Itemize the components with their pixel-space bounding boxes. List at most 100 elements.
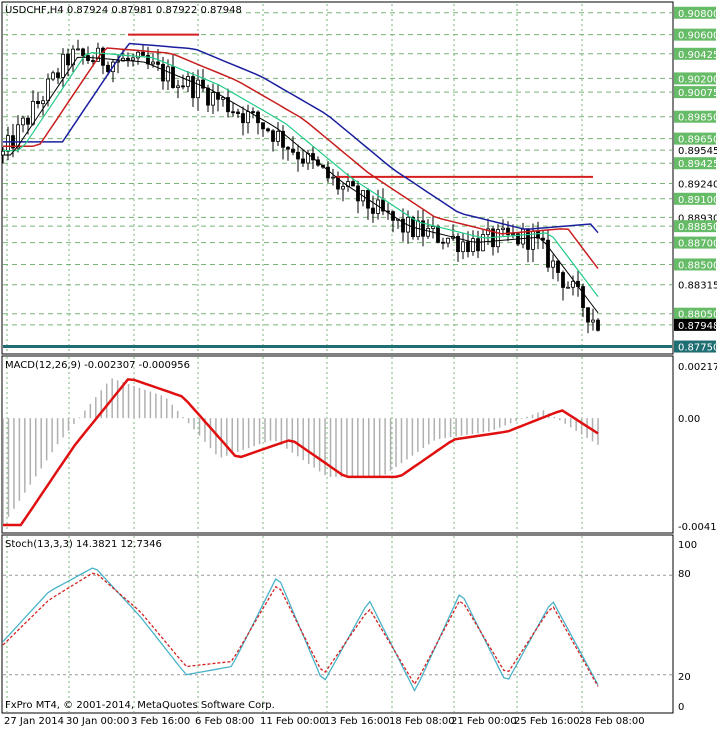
main-panel-frame bbox=[1, 1, 674, 355]
candle-body bbox=[506, 227, 510, 235]
candle-body bbox=[371, 207, 375, 214]
x-label-5: 13 Feb 16:00 bbox=[324, 716, 390, 727]
candle-body bbox=[566, 286, 570, 289]
candle-body bbox=[241, 113, 245, 124]
x-label-6: 18 Feb 08:00 bbox=[389, 716, 455, 727]
candle-body bbox=[141, 51, 145, 56]
support-price-text: 0.87750 bbox=[678, 343, 717, 354]
candle-body bbox=[546, 239, 550, 268]
stoch-header: Stoch(13,3,3) 14.3821 12.7346 bbox=[5, 539, 162, 550]
candle-body bbox=[196, 79, 200, 99]
candle-body bbox=[81, 48, 85, 56]
candle-body bbox=[381, 199, 385, 212]
macd-signal-line bbox=[3, 378, 599, 527]
price-label-4: 0.90075 bbox=[678, 88, 717, 99]
macd-scale-top: 0.002177 bbox=[678, 362, 717, 373]
x-label-9: 28 Feb 08:00 bbox=[579, 716, 645, 727]
macd-histogram bbox=[2, 378, 599, 526]
candle-body bbox=[341, 186, 345, 190]
candle-body bbox=[436, 226, 440, 243]
candle-body bbox=[446, 237, 450, 244]
candle-body bbox=[56, 72, 60, 78]
macd-panel-frame bbox=[1, 355, 674, 534]
price-tag-bg-12 bbox=[674, 220, 716, 233]
candle-body bbox=[331, 176, 335, 179]
current-price-tag bbox=[674, 318, 716, 331]
candle-body bbox=[271, 130, 275, 142]
price-label-1: 0.90600 bbox=[678, 31, 717, 42]
price-label-12: 0.88850 bbox=[678, 222, 717, 233]
candle-body bbox=[281, 130, 285, 148]
candle-body bbox=[136, 51, 140, 59]
price-tag-bg-3 bbox=[674, 72, 716, 85]
candle-body bbox=[551, 260, 555, 268]
candle-body bbox=[156, 61, 160, 65]
copyright-text: FxPro MT4, © 2001-2014, MetaQuotes Softw… bbox=[5, 700, 275, 711]
candle-body bbox=[351, 181, 355, 187]
candle-body bbox=[91, 60, 95, 62]
candle-body bbox=[266, 128, 270, 132]
price-label-7: 0.89545 bbox=[678, 146, 717, 157]
candle-body bbox=[501, 227, 505, 230]
candle-body bbox=[211, 92, 215, 106]
price-label-3: 0.90200 bbox=[678, 74, 717, 85]
candle-body bbox=[581, 286, 585, 309]
candle-body bbox=[291, 148, 295, 153]
candle-body bbox=[466, 241, 470, 253]
candle-body bbox=[496, 229, 500, 248]
candle-body bbox=[46, 78, 50, 102]
ma-green-line bbox=[3, 51, 599, 297]
candle-body bbox=[441, 241, 445, 244]
macd-scale-bottom: -0.004187 bbox=[678, 522, 717, 533]
candle-body bbox=[471, 238, 475, 253]
current-price-text: 0.87948 bbox=[678, 321, 717, 332]
candle-body bbox=[126, 57, 130, 61]
candle-body bbox=[226, 97, 230, 113]
candle-body bbox=[286, 146, 290, 150]
candle-body bbox=[101, 47, 105, 66]
price-tag-bg-8 bbox=[674, 157, 716, 170]
price-tag-bg-1 bbox=[674, 28, 716, 41]
candle-body bbox=[421, 220, 425, 237]
candle-body bbox=[586, 307, 590, 323]
price-label-10: 0.89100 bbox=[678, 195, 717, 206]
price-label-5: 0.89850 bbox=[678, 113, 717, 124]
candle-body bbox=[36, 100, 40, 104]
candle-body bbox=[561, 272, 565, 288]
price-label-16: 0.88050 bbox=[678, 310, 717, 321]
candle-body bbox=[131, 57, 135, 61]
stoch-scale-20: 20 bbox=[678, 672, 691, 683]
price-tag-bg-4 bbox=[674, 86, 716, 99]
candle-body bbox=[571, 280, 575, 288]
x-label-7: 21 Feb 00:00 bbox=[451, 716, 517, 727]
candle-body bbox=[76, 48, 80, 51]
price-label-0: 0.90800 bbox=[678, 9, 717, 20]
stoch-panel-frame bbox=[1, 534, 674, 714]
candle-body bbox=[186, 76, 190, 87]
candle-body bbox=[1, 150, 5, 156]
candle-body bbox=[246, 111, 250, 124]
candle-body bbox=[556, 260, 560, 273]
grid-layer bbox=[3, 4, 672, 712]
price-tag-bg-10 bbox=[674, 192, 716, 205]
candle-body bbox=[216, 92, 220, 100]
price-label-9: 0.89240 bbox=[678, 179, 717, 190]
indicator-lines bbox=[2, 33, 672, 693]
price-label-14: 0.88500 bbox=[678, 260, 717, 271]
stoch-scale-0: 0 bbox=[678, 702, 684, 713]
candle-body bbox=[431, 226, 435, 229]
candle-body bbox=[301, 158, 305, 164]
price-tag-bg-13 bbox=[674, 236, 716, 249]
candle-body bbox=[66, 53, 70, 66]
candle-body bbox=[456, 235, 460, 253]
price-tag-bg-6 bbox=[674, 132, 716, 145]
candle-body bbox=[596, 319, 600, 331]
x-label-4: 11 Feb 00:00 bbox=[260, 716, 326, 727]
x-label-0: 27 Jan 2014 bbox=[4, 716, 64, 727]
candle-body bbox=[511, 233, 515, 236]
candle-body bbox=[236, 111, 240, 114]
ma-black-line bbox=[3, 56, 599, 314]
price-label-15: 0.88315 bbox=[678, 281, 717, 292]
candle-body bbox=[261, 122, 265, 130]
